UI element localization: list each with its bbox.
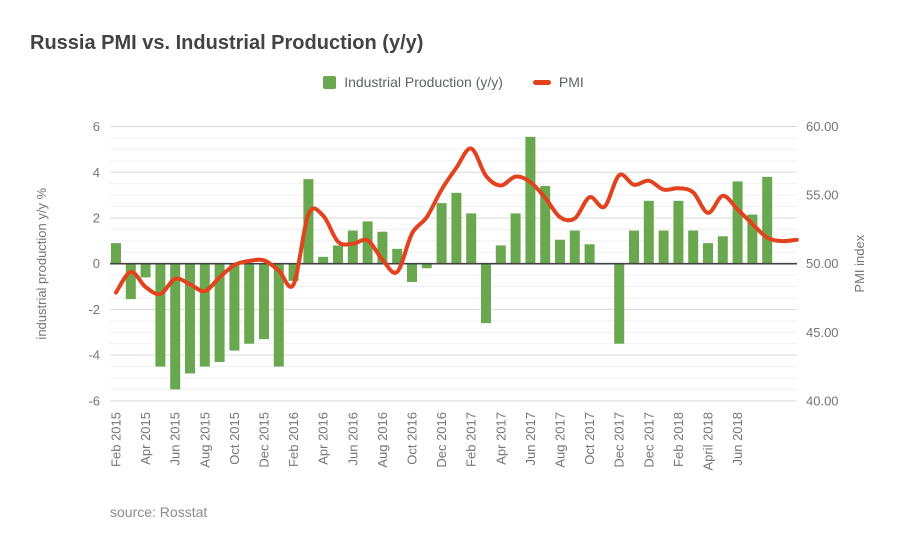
left-axis-tick: -6 [88,393,100,408]
bar-30 [555,239,565,264]
bar-23 [451,192,462,264]
bar-2 [140,263,151,278]
bar-15 [333,245,343,264]
bar-11 [273,263,284,367]
x-axis-tick: Apr 2016 [316,412,331,465]
bar-32 [584,244,595,264]
chart-title: Russia PMI vs. Industrial Production (y/… [30,32,424,54]
right-axis-tick: 60.00 [806,119,839,134]
bar-39 [688,230,699,264]
bar-series-swatch-icon [323,75,337,89]
x-axis-tick: Jun 2016 [345,412,360,466]
bar-6 [199,263,210,367]
bar-35 [629,230,639,264]
bar-42 [732,181,743,264]
bar-7 [214,263,225,362]
x-axis-tick: Feb 2016 [286,412,301,467]
x-axis-tick: Apr 2015 [138,412,153,465]
bar-0 [111,243,121,264]
x-axis-tick: Dec 2015 [257,412,272,468]
legend-item-pmi[interactable]: PMI [532,74,584,90]
x-axis-tick: Aug 2015 [197,412,212,468]
bar-18 [377,231,388,264]
bar-38 [673,200,684,264]
bar-21 [421,263,432,269]
x-axis-tick: Feb 2015 [109,412,124,467]
bar-44 [762,176,773,264]
line-series-swatch-icon [532,79,551,85]
bar-14 [318,256,329,264]
right-axis-tick: 40.00 [806,393,839,408]
legend-label-pmi: PMI [558,74,584,90]
bar-26 [495,245,506,264]
x-axis-tick: April 2018 [701,412,716,471]
x-axis-tick: Dec 2017 [612,412,627,468]
bar-9 [244,263,255,344]
bar-27 [510,213,521,264]
bar-20 [407,263,417,282]
x-axis-tick: Dec 2017 [641,412,656,468]
x-axis-tick: Aug 2016 [375,412,390,468]
bar-28 [525,136,536,264]
left-axis-tick: 0 [93,256,100,271]
x-axis-tick: Dec 2016 [434,412,449,468]
right-axis-title: PMI index [852,234,867,292]
bar-1 [125,263,136,300]
left-axis-tick: -2 [88,302,100,317]
right-axis-tick: 55.00 [806,188,839,203]
bar-22 [436,203,447,264]
left-axis-tick: -4 [88,348,100,363]
bar-36 [643,200,654,264]
bar-8 [229,263,240,351]
x-axis-tick: Feb 2018 [671,412,686,467]
legend-item-industrial-production[interactable]: Industrial Production (y/y) [323,74,503,90]
bar-12 [288,263,299,281]
source-note: source: Rosstat [110,504,208,520]
bar-25 [481,263,491,324]
bar-34 [614,263,625,344]
x-axis-tick: Jun 2018 [730,412,745,466]
x-axis-tick: Jun 2017 [523,412,538,466]
x-axis-tick: Aug 2017 [553,412,568,468]
bar-4 [170,263,181,390]
bar-3 [155,263,166,367]
x-axis-tick: Oct 2017 [582,412,597,465]
x-axis-tick: Oct 2015 [227,412,242,465]
bar-10 [259,263,269,340]
right-axis-tick: 50.00 [806,256,839,271]
bar-29 [540,185,551,264]
left-axis-title: industrial production y/y % [34,187,49,339]
pmi-line [114,146,799,297]
bar-series [111,136,773,390]
bar-41 [717,236,728,264]
bar-13 [303,179,314,264]
x-axis-tick: Jun 2015 [168,412,183,466]
bar-24 [466,213,477,264]
right-axis-tick: 45.00 [806,325,839,340]
x-axis-tick: Feb 2017 [464,412,479,467]
bar-19 [392,248,403,264]
left-axis-tick: 2 [93,210,100,225]
left-axis-tick: 6 [93,119,100,134]
left-axis-tick: 4 [93,165,100,180]
bar-5 [185,263,195,374]
bar-37 [658,230,669,264]
legend: Industrial Production (y/y) PMI [110,74,797,90]
legend-label-industrial-production: Industrial Production (y/y) [344,74,503,90]
bar-16 [347,230,358,264]
x-axis-tick: Apr 2017 [493,412,508,465]
x-axis-tick: Oct 2016 [405,412,420,465]
bar-43 [747,214,758,264]
bar-40 [703,243,713,264]
bar-31 [569,230,580,264]
